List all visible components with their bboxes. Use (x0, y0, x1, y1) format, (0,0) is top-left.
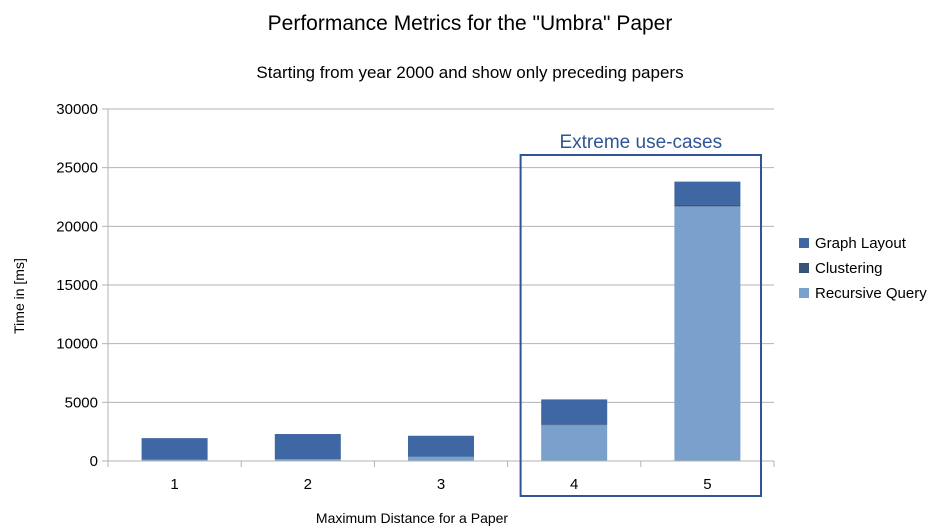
y-tick-label: 15000 (56, 277, 98, 294)
y-tick-label: 30000 (56, 101, 98, 118)
x-tick-label: 4 (570, 476, 578, 493)
chart-title: Performance Metrics for the "Umbra" Pape… (268, 12, 673, 35)
legend-swatch (799, 263, 809, 273)
legend: Graph Layout Clustering Recursive Query (799, 235, 927, 302)
bar-recursive-query (674, 206, 741, 461)
legend-label: Recursive Query (815, 285, 927, 302)
legend-label: Graph Layout (815, 235, 907, 252)
y-axis-label: Time in [ms] (11, 258, 27, 334)
y-tick-label: 25000 (56, 160, 98, 177)
bar-graph-layout (141, 438, 208, 460)
y-tick-labels: 0 5000 10000 15000 20000 25000 30000 (56, 101, 98, 470)
bar-recursive-query (408, 457, 474, 461)
x-tick-label: 2 (304, 476, 312, 493)
x-tick-labels: 1 2 3 4 5 (170, 476, 711, 493)
bar-recursive-query (141, 459, 208, 461)
annotation-box (519, 154, 762, 497)
chart-subtitle: Starting from year 2000 and show only pr… (256, 63, 683, 82)
bar-recursive-query (541, 425, 608, 461)
bar-graph-layout (408, 435, 474, 457)
y-tick-label: 20000 (56, 218, 98, 235)
bars (141, 181, 741, 461)
legend-swatch (799, 238, 809, 248)
grid-lines (102, 108, 774, 462)
bar-recursive-query (274, 459, 341, 461)
x-axis-label: Maximum Distance for a Paper (316, 510, 509, 526)
x-tick-label: 1 (170, 476, 178, 493)
bar-graph-layout (274, 434, 341, 460)
annotation-extreme-use-cases: Extreme use-cases (519, 132, 762, 497)
bar-clustering (541, 424, 608, 426)
y-tick-label: 5000 (65, 394, 98, 411)
x-tick-label: 5 (703, 476, 711, 493)
axes (107, 109, 775, 467)
x-tick-label: 3 (437, 476, 445, 493)
y-tick-label: 10000 (56, 336, 98, 353)
bar-clustering (674, 204, 741, 207)
annotation-label: Extreme use-cases (559, 132, 722, 153)
legend-label: Clustering (815, 260, 883, 277)
legend-swatch (799, 288, 809, 298)
bar-graph-layout (674, 181, 741, 205)
y-tick-label: 0 (90, 453, 98, 470)
bar-graph-layout (541, 399, 608, 425)
